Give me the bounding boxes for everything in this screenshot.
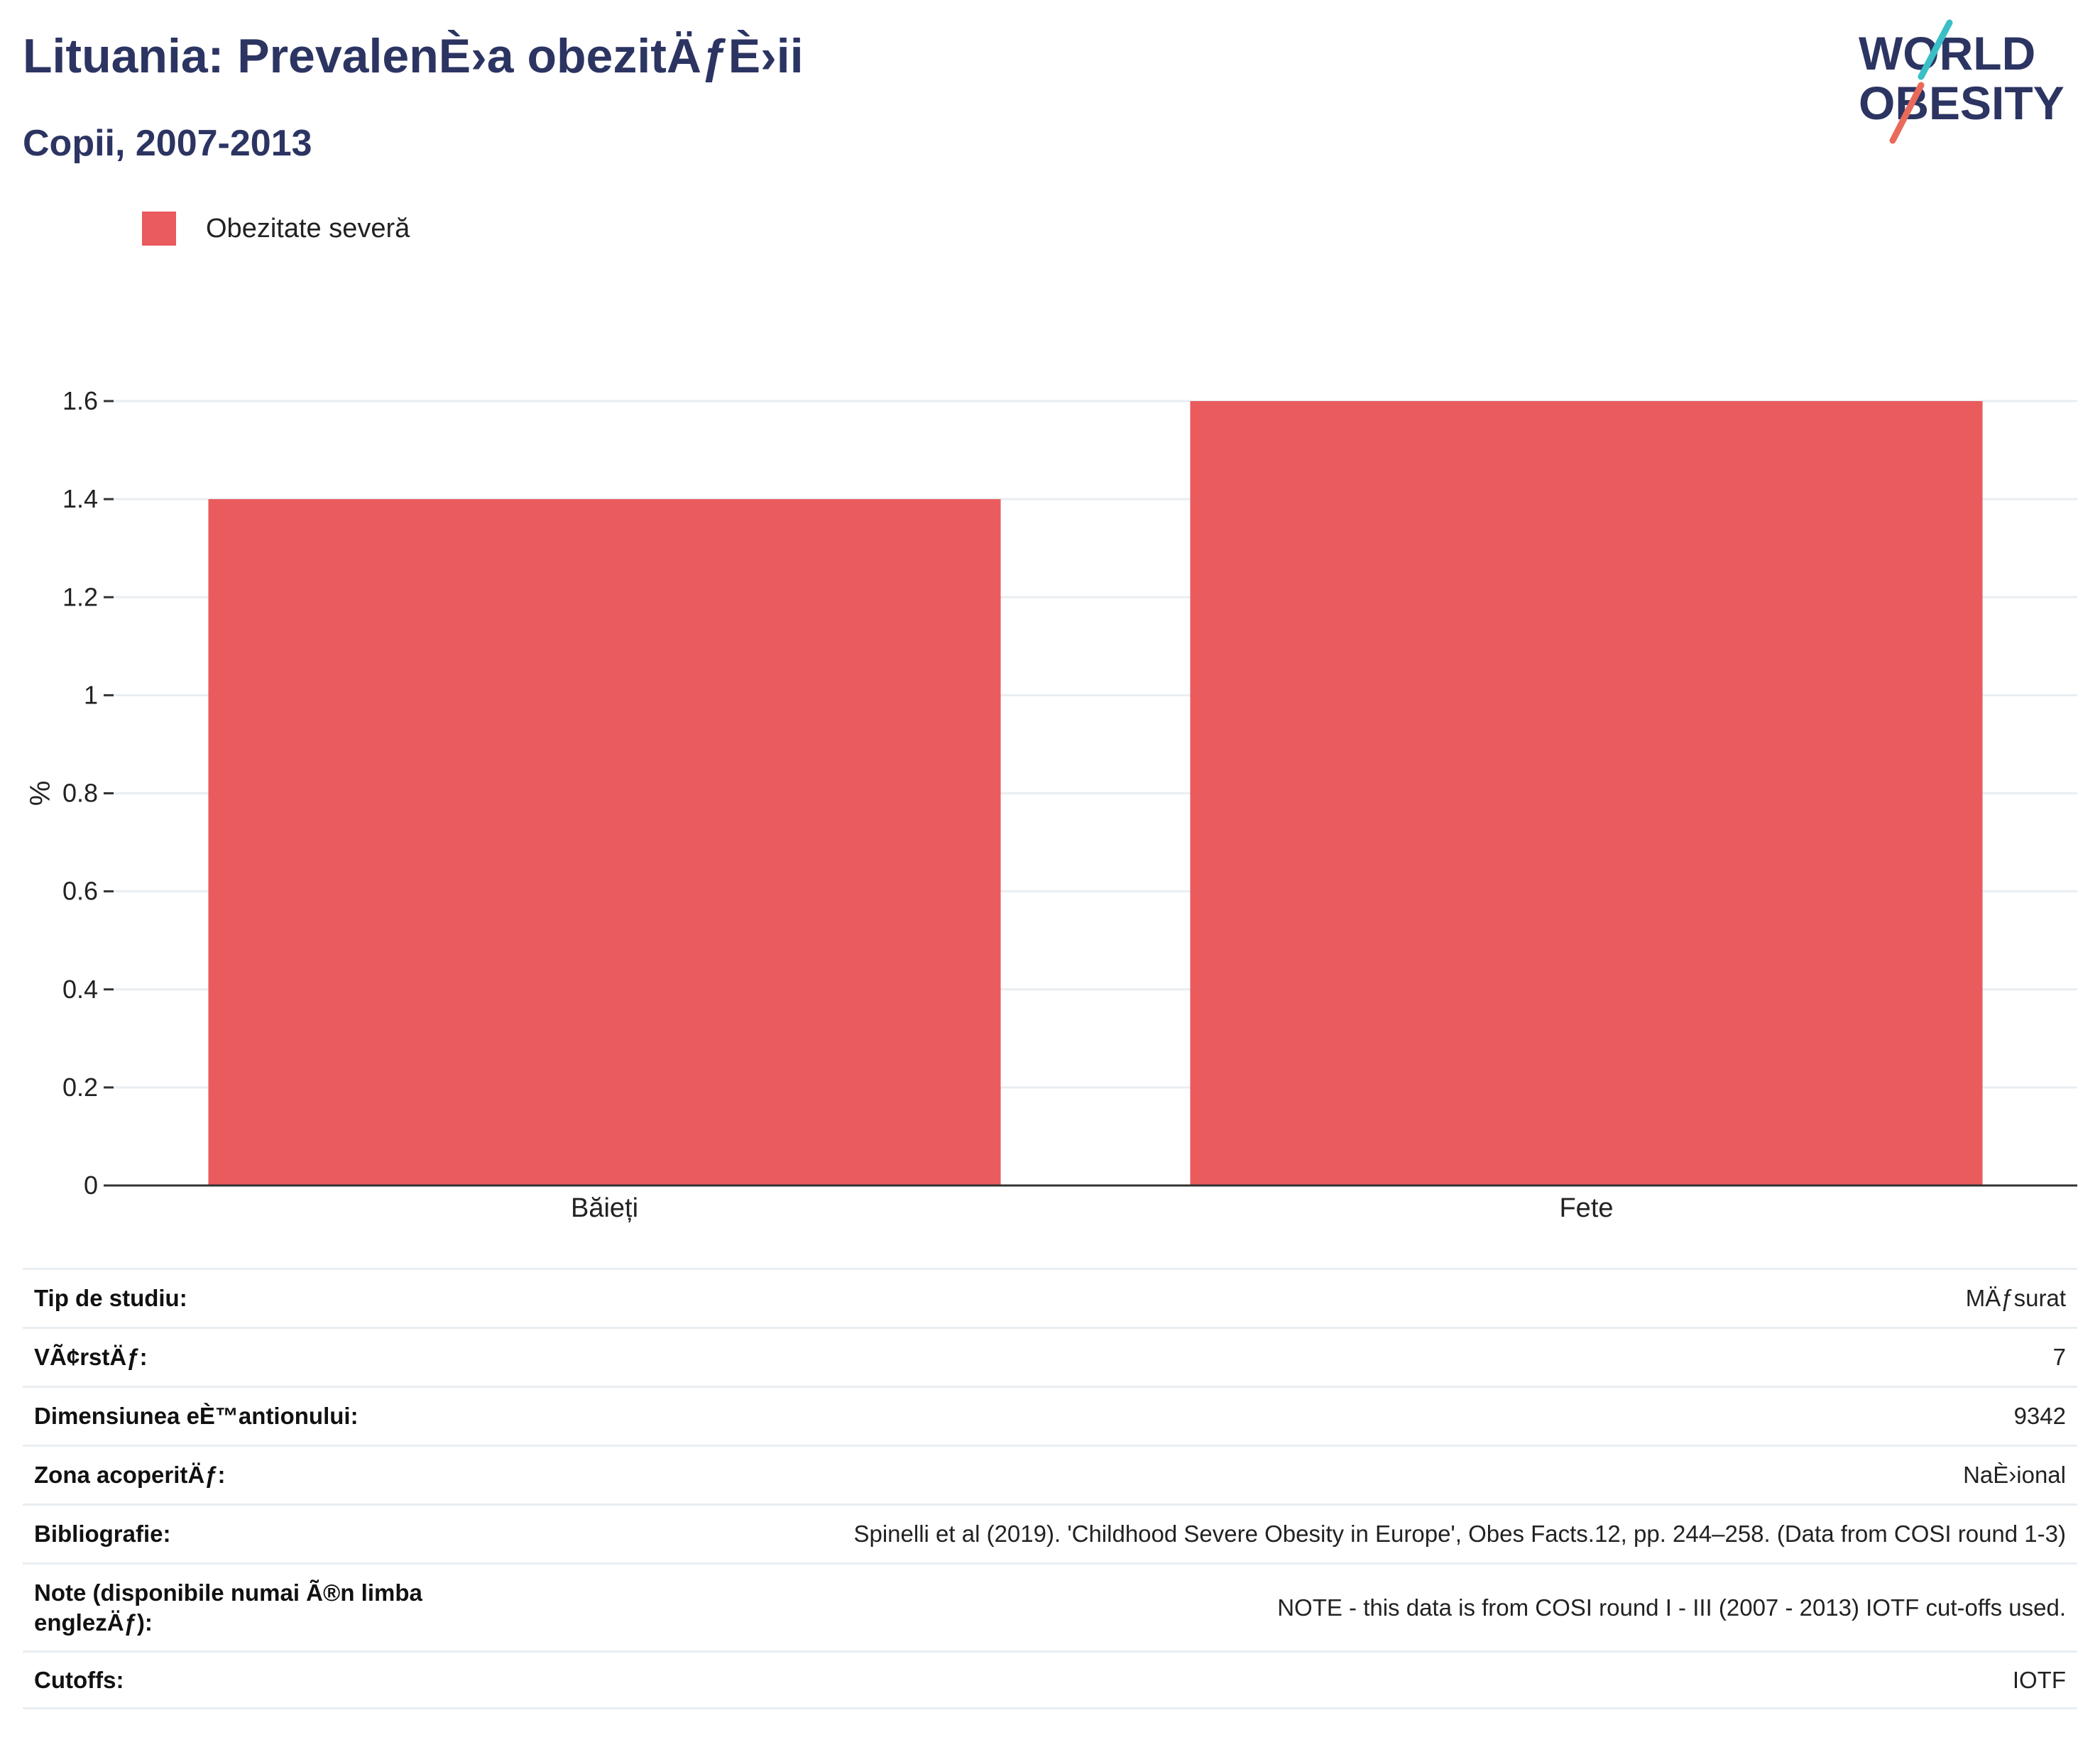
bar-chart: 0 0.2 0.4 0.6 0.8 1 1.2 1.4 1.6 Băieți Fete%	[25, 386, 2077, 1223]
bar-2	[1190, 401, 1983, 1185]
info-label-area-covered: Zona acoperitÄƒ:	[34, 1462, 226, 1489]
y-tick-label: 1.4	[62, 484, 98, 513]
x-tick-label: Băieți	[571, 1193, 638, 1223]
legend-label-severe-obesity: Obezitate severă	[206, 213, 410, 243]
info-label-sample-size: Dimensiunea eÈ™antionului:	[34, 1403, 359, 1430]
bars	[208, 401, 1983, 1185]
y-tick-label: 1.2	[62, 582, 98, 611]
info-value-age: 7	[2052, 1344, 2066, 1371]
x-tick-label: Fete	[1559, 1193, 1613, 1223]
y-tick-label: 0.4	[62, 975, 98, 1004]
y-tick-label: 1	[84, 680, 98, 709]
info-value-study-type: MÄƒsurat	[1965, 1285, 2066, 1312]
y-tick-label: 0	[84, 1171, 98, 1200]
logo-slash-teal	[1918, 19, 1953, 80]
y-tick-label: 0.8	[62, 779, 98, 808]
y-tick-label: 0.6	[62, 877, 98, 906]
info-label-study-type: Tip de studiu:	[34, 1285, 187, 1312]
info-row-cutoffs: Cutoffs: IOTF	[23, 1650, 2077, 1709]
logo-word-obesity: OBESITY	[1859, 77, 2065, 129]
chart-subtitle: Copii, 2007-2013	[23, 123, 312, 164]
info-row-sample-size: Dimensiunea eÈ™antionului: 9342	[23, 1386, 2077, 1445]
info-value-sample-size: 9342	[2013, 1403, 2066, 1430]
world-obesity-logo: WORLD OBESITY	[1859, 19, 2065, 144]
info-row-notes: Note (disponibile numai Ã®n limba englez…	[23, 1562, 2077, 1650]
info-row-study-type: Tip de studiu: MÄƒsurat	[23, 1268, 2077, 1327]
y-axis-title: %	[25, 781, 56, 806]
info-value-cutoffs: IOTF	[2012, 1666, 2066, 1693]
info-value-area-covered: NaÈ›ional	[1963, 1462, 2066, 1489]
info-value-notes: NOTE - this data is from COSI round I - …	[1277, 1594, 2066, 1621]
info-label-age: VÃ¢rstÄƒ:	[34, 1344, 148, 1371]
y-tick-label: 1.6	[62, 386, 98, 415]
chart-title: Lituania: PrevalenÈ›a obezitÄƒÈ›ii	[23, 29, 804, 83]
legend-swatch-severe-obesity	[142, 212, 176, 246]
info-row-area-covered: Zona acoperitÄƒ: NaÈ›ional	[23, 1445, 2077, 1504]
info-label-cutoffs: Cutoffs:	[34, 1666, 124, 1693]
info-value-bibliography: Spinelli et al (2019). 'Childhood Severe…	[853, 1521, 2066, 1548]
info-row-age: VÃ¢rstÄƒ: 7	[23, 1327, 2077, 1386]
info-label-bibliography: Bibliografie:	[34, 1521, 171, 1548]
axes: 0 0.2 0.4 0.6 0.8 1 1.2 1.4 1.6 Băieți Fete%	[25, 386, 2077, 1223]
info-label-notes: Note (disponibile numai Ã®n limba englez…	[34, 1579, 422, 1636]
bar-1	[208, 499, 1001, 1185]
logo-word-world: WORLD	[1859, 27, 2035, 80]
y-tick-label: 0.2	[62, 1073, 98, 1102]
logo-slash-coral	[1889, 82, 1925, 144]
legend: Obezitate severă	[142, 210, 410, 247]
study-info-table: Tip de studiu: MÄƒsurat VÃ¢rstÄƒ: 7 Dime…	[23, 1268, 2077, 1709]
info-row-bibliography: Bibliografie: Spinelli et al (2019). 'Ch…	[23, 1504, 2077, 1562]
